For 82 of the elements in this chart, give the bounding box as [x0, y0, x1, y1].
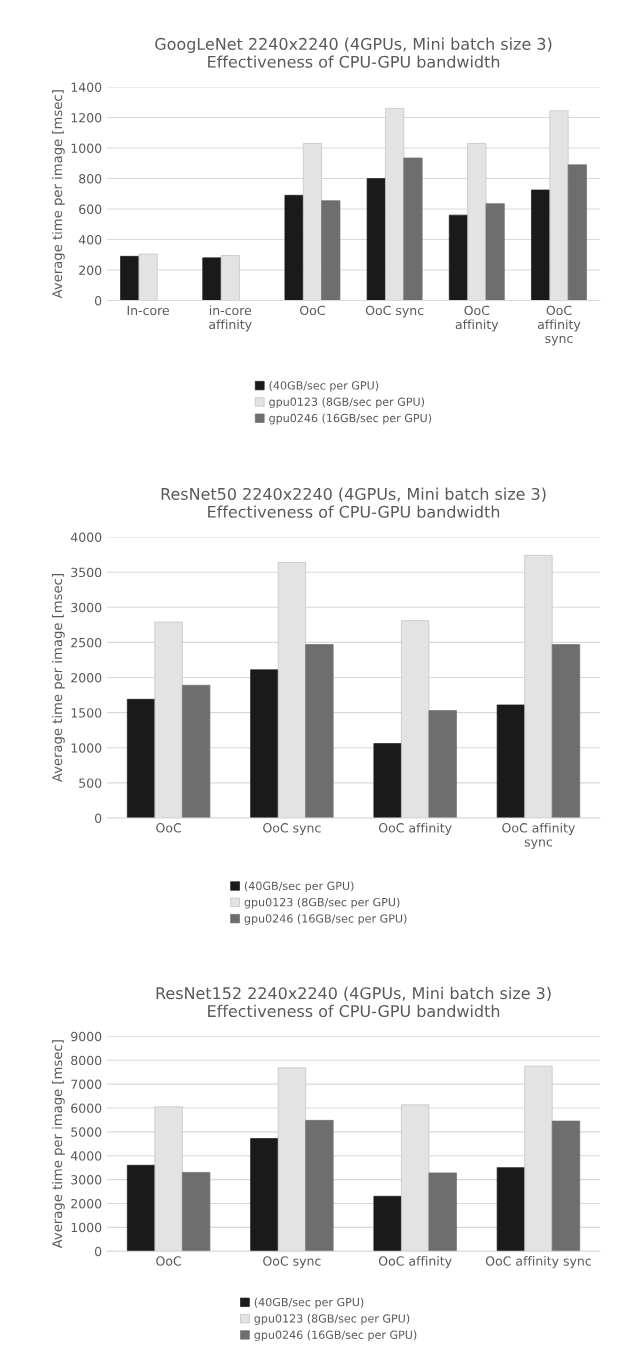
y-tick-label: 0 — [94, 813, 102, 823]
bar — [373, 1195, 402, 1252]
x-tick-label: OoC affinity sync — [502, 822, 575, 849]
x-tick-label: OoC sync — [365, 305, 424, 318]
y-tick-label: 1200 — [71, 113, 102, 123]
y-tick-label: 400 — [78, 235, 102, 245]
bar — [126, 698, 156, 819]
y-tick-label: 0 — [94, 296, 102, 306]
legend-label: gpu0123 (8GB/sec per GPU) — [254, 1314, 410, 1325]
x-tick-label: OoC — [300, 305, 325, 316]
x-tick-label: OoC affinity — [378, 822, 452, 835]
bar — [305, 1120, 334, 1252]
bar — [496, 704, 526, 819]
chart-title: ResNet152 2240x2240 (4GPUs, Mini batch size 3) Effectiveness of CPU-GPU bandwidth — [156, 986, 551, 1018]
y-tick-label: 2000 — [71, 1198, 102, 1209]
y-tick-label: 2500 — [71, 637, 102, 648]
chart-title: GoogLeNet 2240x2240 (4GPUs, Mini batch size 3) Effectiveness of CPU-GPU bandwidth — [155, 37, 552, 68]
bar — [126, 1164, 156, 1252]
x-tick-label: OoC sync — [263, 823, 321, 835]
x-tick-label: OoC affinity — [378, 1256, 452, 1269]
bar — [448, 214, 468, 301]
y-tick-label: 600 — [79, 204, 102, 214]
legend-label: (40GB/sec per GPU) — [269, 381, 379, 392]
bar — [567, 164, 587, 301]
y-tick-label: 8000 — [71, 1055, 102, 1066]
x-tick-label: OoC affinity sync — [485, 1256, 591, 1269]
y-tick-label: 1000 — [71, 743, 102, 753]
y-tick-label: 3000 — [71, 1175, 102, 1185]
y-axis-title: Average time per image [msec] — [51, 1040, 65, 1249]
x-tick-label: in-core affinity — [209, 305, 252, 332]
legend-label: gpu0123 (8GB/sec per GPU) — [244, 897, 400, 909]
y-tick-label: 9000 — [71, 1031, 102, 1042]
y-axis-title: Average time per image [msec] — [51, 90, 65, 299]
bar — [321, 200, 341, 301]
chart-title: ResNet50 2240x2240 (4GPUs, Mini batch size 3) Effectiveness of CPU-GPU bandwidth — [161, 487, 546, 518]
bar — [182, 684, 211, 819]
bar — [305, 644, 334, 819]
bar — [182, 1172, 211, 1252]
bar — [284, 194, 304, 301]
y-tick-label: 5000 — [71, 1127, 102, 1137]
y-tick-label: 800 — [79, 174, 102, 184]
bar — [428, 710, 457, 819]
x-tick-label: OoC — [156, 1256, 182, 1266]
x-tick-label: OoC affinity — [455, 305, 499, 332]
legend-label: (40GB/sec per GPU) — [254, 1297, 364, 1309]
legend-label: gpu0123 (8GB/sec per GPU) — [269, 397, 425, 409]
bar — [428, 1172, 457, 1252]
bar — [403, 157, 423, 301]
x-tick-label: OoC affinity sync — [537, 305, 581, 346]
y-tick-label: 3500 — [71, 567, 102, 578]
y-tick-label: 500 — [79, 778, 102, 788]
x-tick-label: OoC — [156, 823, 182, 833]
bar — [485, 203, 505, 301]
legend-label: gpu0246 (16GB/sec per GPU) — [244, 914, 407, 925]
bar — [202, 257, 222, 301]
legend-label: gpu0246 (16GB/sec per GPU) — [269, 413, 432, 425]
bar — [120, 255, 140, 301]
bar — [551, 644, 581, 819]
y-tick-label: 1400 — [71, 82, 102, 92]
y-tick-label: 3000 — [71, 602, 102, 613]
x-tick-label: OoC sync — [263, 1256, 321, 1269]
y-tick-label: 2000 — [71, 673, 102, 683]
x-tick-label: In-core — [127, 305, 169, 316]
y-tick-label: 6000 — [71, 1103, 102, 1113]
y-tick-label: 1500 — [71, 708, 102, 718]
bar — [366, 178, 386, 301]
bar — [373, 743, 402, 819]
bar — [250, 1138, 279, 1252]
legend-label: gpu0246 (16GB/sec per GPU) — [254, 1330, 417, 1342]
y-tick-label: 0 — [94, 1246, 102, 1257]
y-tick-label: 200 — [79, 265, 102, 275]
y-tick-label: 4000 — [70, 532, 102, 542]
legend-label: (40GB/sec per GPU) — [244, 881, 354, 893]
y-tick-label: 1000 — [71, 1222, 102, 1233]
bar — [551, 1120, 581, 1252]
y-axis-title: Average time per image [msec] — [51, 574, 65, 783]
y-tick-label: 4000 — [70, 1151, 102, 1161]
bar — [496, 1167, 526, 1252]
y-tick-label: 1000 — [71, 143, 102, 153]
bar — [531, 189, 551, 301]
bar — [250, 669, 279, 819]
y-tick-label: 7000 — [71, 1079, 102, 1089]
